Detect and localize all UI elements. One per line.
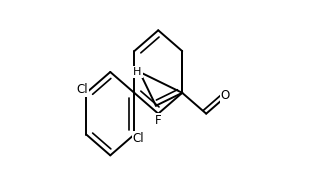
Text: Cl: Cl (76, 83, 88, 96)
Text: O: O (221, 89, 230, 102)
Text: H: H (133, 67, 141, 77)
Text: F: F (155, 114, 162, 127)
Text: Cl: Cl (133, 132, 144, 145)
